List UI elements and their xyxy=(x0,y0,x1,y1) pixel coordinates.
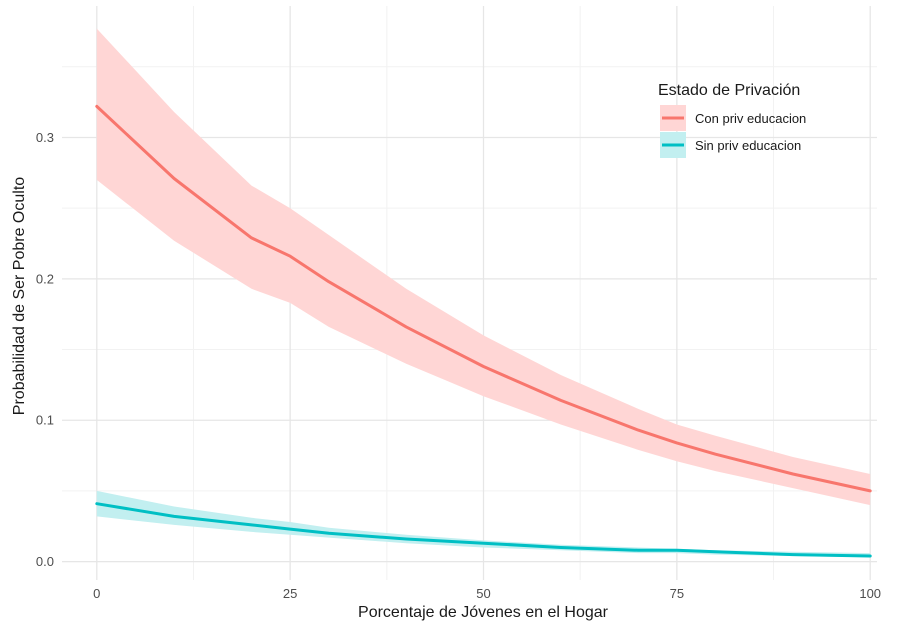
sin-priv-educacion-legend-label: Sin priv educacion xyxy=(695,138,801,153)
series-lines xyxy=(95,104,872,558)
x-tick-label: 25 xyxy=(283,586,297,601)
legend: Estado de Privación Con priv educacion Si… xyxy=(658,82,806,158)
sin-priv-educacion-line xyxy=(95,502,872,558)
y-tick-label: 0.3 xyxy=(36,130,54,145)
y-axis-title: Probabilidad de Ser Pobre Oculto xyxy=(11,177,28,415)
x-tick-label: 100 xyxy=(859,586,881,601)
x-axis-title: Porcentaje de Jóvenes en el Hogar xyxy=(358,604,609,621)
con-priv-educacion-ribbon xyxy=(96,28,871,506)
x-tick-label: 75 xyxy=(670,586,684,601)
con-priv-educacion-line xyxy=(95,104,872,493)
con-priv-educacion-legend-label: Con priv educacion xyxy=(695,111,806,126)
y-axis-tick-labels: 0.0 0.1 0.2 0.3 xyxy=(36,130,54,569)
y-tick-label: 0.0 xyxy=(36,554,54,569)
legend-title: Estado de Privación xyxy=(658,82,800,99)
y-tick-label: 0.1 xyxy=(36,413,54,428)
x-axis-tick-labels: 0 25 50 75 100 xyxy=(93,586,881,601)
y-tick-label: 0.2 xyxy=(36,271,54,286)
x-tick-label: 0 xyxy=(93,586,100,601)
x-tick-label: 50 xyxy=(476,586,490,601)
legend-items: Con priv educacion Sin priv educacion xyxy=(660,105,806,158)
